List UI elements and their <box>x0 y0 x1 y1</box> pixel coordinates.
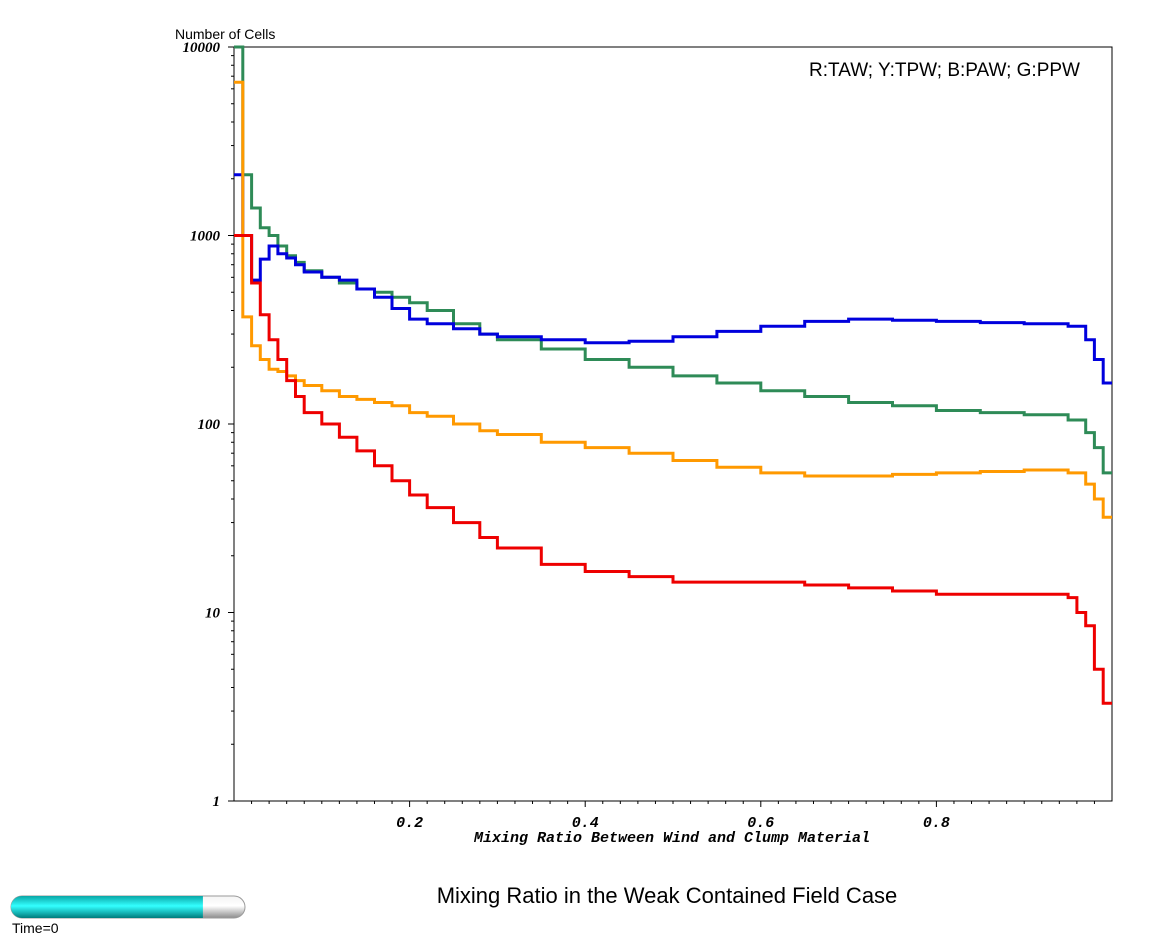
x-axis-label: Mixing Ratio Between Wind and Clump Mate… <box>473 830 870 847</box>
y-tick-label: 100 <box>198 417 221 433</box>
axis-ticks: 1 10 100 1000 10000 0.2 0.4 0.6 0.8 <box>183 40 1095 832</box>
x-tick-label: 0.2 <box>396 815 423 832</box>
time-slider[interactable] <box>10 895 246 919</box>
y-tick-label: 10 <box>205 606 221 622</box>
plot-frame <box>233 46 1113 802</box>
y-tick-label: 1000 <box>190 229 221 245</box>
legend-text: R:TAW; Y:TPW; B:PAW; G:PPW <box>809 60 1080 81</box>
series-line-ppw <box>234 45 1112 475</box>
chart-title: Mixing Ratio in the Weak Contained Field… <box>437 883 898 908</box>
y-tick-label: 10000 <box>183 40 221 56</box>
series-lines <box>234 45 1112 705</box>
series-line-paw <box>234 173 1112 385</box>
time-slider-fill <box>11 896 203 918</box>
y-tick-label: 1 <box>213 794 221 810</box>
plot-area-border <box>233 46 1113 802</box>
time-label: Time=0 <box>12 920 59 936</box>
x-tick-label: 0.4 <box>572 815 599 832</box>
x-tick-label: 0.6 <box>747 815 774 832</box>
y-axis-label: Number of Cells <box>175 26 275 42</box>
x-tick-label: 0.8 <box>923 815 950 832</box>
series-line-taw <box>234 234 1112 705</box>
